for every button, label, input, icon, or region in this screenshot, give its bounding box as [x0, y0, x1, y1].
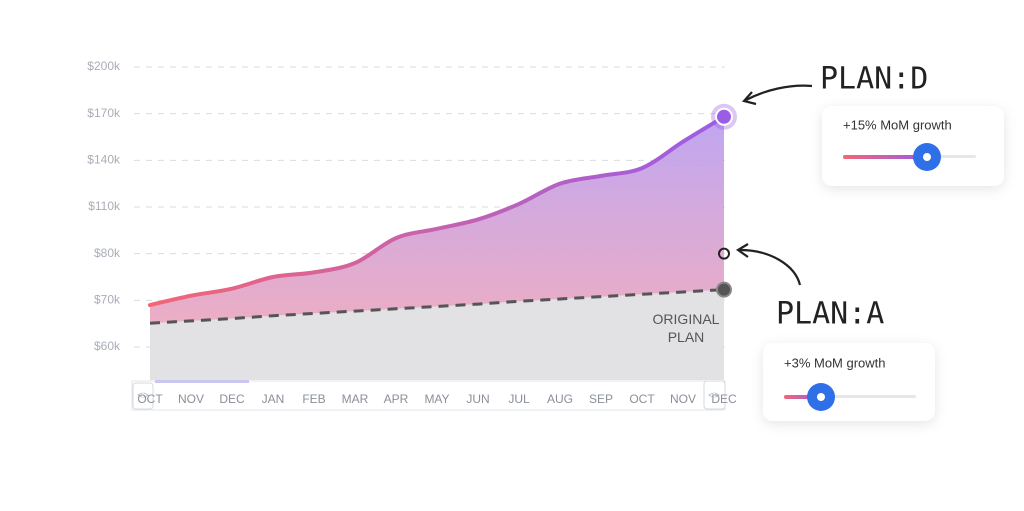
- x-tick-label: FEB: [302, 392, 325, 406]
- growth-card: [763, 343, 935, 421]
- plan-a-label: PLAN:A: [776, 297, 884, 332]
- card: [763, 343, 935, 421]
- arrow: [745, 84, 813, 101]
- x-tick-label: AUG: [547, 392, 573, 406]
- x-tick-label: MAR: [342, 392, 369, 406]
- y-tick-label: $170k: [87, 106, 121, 120]
- plan-d-end: [715, 107, 733, 126]
- scroller-thumb[interactable]: [155, 380, 249, 383]
- plan-a-marker: [718, 247, 730, 260]
- x-axis: OCT NOV DEC JAN FEB MAR APR MAY JUN JUL AUG SEP OCT N…: [137, 392, 737, 406]
- growth-card: [822, 106, 1004, 186]
- card: [822, 106, 1004, 186]
- y-tick-label: $80k: [94, 246, 121, 260]
- y-tick-label: $70k: [94, 293, 121, 307]
- arrow: [739, 248, 802, 286]
- slider-knob-dot: [817, 393, 825, 401]
- y-tick-label: $200k: [87, 59, 121, 73]
- x-tick-label: MAY: [424, 392, 449, 406]
- original-plan-end: [716, 281, 732, 298]
- x-tick-label: APR: [384, 392, 409, 406]
- x-tick-label: DEC: [219, 392, 245, 406]
- scroller-frame: [131, 380, 726, 411]
- slider-knob-dot: [923, 153, 931, 161]
- handle-icon: <>: [708, 391, 720, 402]
- x-tick-label: NOV: [178, 392, 204, 406]
- x-tick-label: OCT: [629, 392, 655, 406]
- x-tick-label: OCT: [137, 392, 163, 406]
- x-tick-label: JUL: [508, 392, 530, 406]
- x-tick-label: SEP: [589, 392, 613, 406]
- card-title: +15% MoM growth: [843, 117, 952, 132]
- y-tick-label: $110k: [88, 199, 121, 213]
- handle-icon: <>: [137, 391, 149, 402]
- scroller-handle-right[interactable]: [703, 380, 726, 410]
- x-tick-label: JUN: [466, 392, 489, 406]
- scroller-handle-left[interactable]: [132, 382, 154, 410]
- arrow-head: [735, 243, 749, 258]
- y-tick-label: $60k: [94, 339, 121, 353]
- original-plan-line: [149, 288, 725, 325]
- arrow-head: [741, 91, 757, 106]
- plot: $200k $170k $140k $110k $80k $70k $60k ORIGINAL…: [87, 59, 737, 380]
- card-title: +3% MoM growth: [784, 355, 886, 370]
- original-plan-label: ORIGINAL PLAN: [653, 311, 720, 345]
- x-tick-label: JAN: [262, 392, 285, 406]
- x-tick-label: DEC: [711, 392, 737, 406]
- plan-d-line: [148, 114, 726, 308]
- y-tick-label: $140k: [87, 153, 121, 167]
- x-tick-label: NOV: [670, 392, 696, 406]
- range-scroller[interactable]: <> <>: [131, 380, 726, 411]
- original-plan-area: [150, 289, 724, 380]
- slider-fill: [843, 155, 927, 159]
- plan-d-label: PLAN:D: [820, 62, 928, 97]
